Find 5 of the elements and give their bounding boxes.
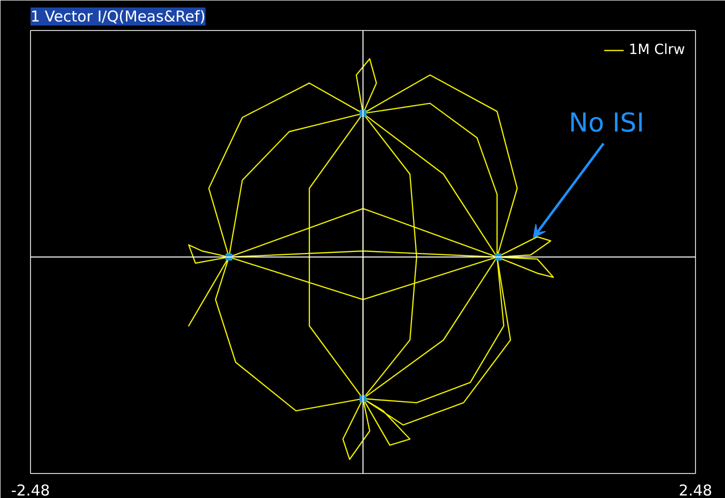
x-tick-label: 2.48	[678, 482, 712, 498]
chart-title: 1 Vector I/Q(Meas&Ref)	[30, 8, 206, 26]
legend-label: 1M Clrw	[628, 42, 685, 58]
annotation: No ISI	[568, 108, 644, 138]
x-tick-label: -2.48	[11, 482, 50, 498]
